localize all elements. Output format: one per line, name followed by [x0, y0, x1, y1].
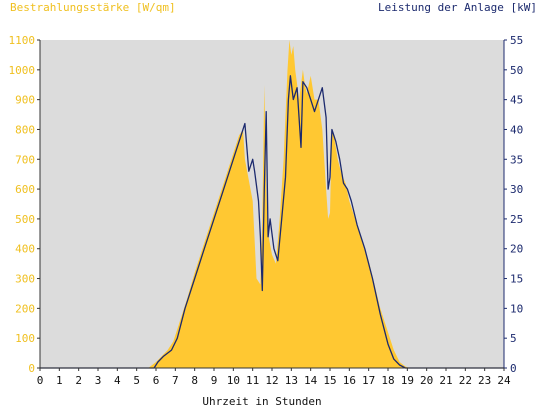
- axis-layer: 0100200300400500600700800900100011000510…: [9, 34, 524, 387]
- x-tick-label: 16: [343, 374, 356, 387]
- y-right-tick-label: 55: [510, 34, 523, 47]
- x-tick-label: 11: [246, 374, 259, 387]
- y-right-tick-label: 10: [510, 302, 523, 315]
- y-left-tick-label: 400: [15, 243, 35, 256]
- y-left-tick-label: 1100: [9, 34, 36, 47]
- y-left-tick-label: 300: [15, 273, 35, 286]
- x-tick-label: 19: [401, 374, 414, 387]
- left-axis-title: Bestrahlungsstärke [W/qm]: [10, 1, 176, 14]
- x-tick-label: 7: [172, 374, 179, 387]
- x-tick-label: 2: [75, 374, 82, 387]
- y-left-tick-label: 800: [15, 123, 35, 136]
- y-right-tick-label: 40: [510, 123, 523, 136]
- x-axis-label: Uhrzeit in Stunden: [202, 395, 321, 408]
- series-layer: [40, 40, 504, 369]
- x-tick-label: 6: [153, 374, 160, 387]
- x-tick-label: 5: [133, 374, 140, 387]
- x-tick-label: 23: [478, 374, 491, 387]
- y-left-tick-label: 500: [15, 213, 35, 226]
- x-tick-label: 8: [191, 374, 198, 387]
- y-right-tick-label: 15: [510, 273, 523, 286]
- x-tick-label: 9: [211, 374, 218, 387]
- y-right-tick-label: 20: [510, 243, 523, 256]
- y-right-tick-label: 5: [510, 332, 517, 345]
- x-tick-label: 17: [362, 374, 375, 387]
- y-right-tick-label: 0: [510, 362, 517, 375]
- x-tick-label: 1: [56, 374, 63, 387]
- y-right-tick-label: 25: [510, 213, 523, 226]
- y-right-tick-label: 45: [510, 94, 523, 107]
- y-left-tick-label: 900: [15, 94, 35, 107]
- y-right-tick-label: 35: [510, 153, 523, 166]
- x-tick-label: 4: [114, 374, 121, 387]
- x-tick-label: 24: [497, 374, 511, 387]
- x-tick-label: 20: [420, 374, 433, 387]
- x-tick-label: 13: [285, 374, 298, 387]
- x-tick-label: 18: [381, 374, 394, 387]
- power-line: [40, 75, 504, 369]
- y-right-tick-label: 50: [510, 64, 523, 77]
- x-tick-label: 12: [265, 374, 278, 387]
- x-tick-label: 10: [227, 374, 240, 387]
- irradiance-area: [40, 40, 504, 368]
- right-axis-title: Leistung der Anlage [kW]: [378, 1, 537, 14]
- y-left-tick-label: 1000: [9, 64, 36, 77]
- x-tick-label: 22: [459, 374, 472, 387]
- y-left-tick-label: 100: [15, 332, 35, 345]
- y-left-tick-label: 600: [15, 183, 35, 196]
- x-tick-label: 14: [304, 374, 318, 387]
- x-tick-label: 21: [439, 374, 452, 387]
- x-tick-label: 0: [37, 374, 44, 387]
- y-left-tick-label: 0: [28, 362, 35, 375]
- y-left-tick-label: 700: [15, 153, 35, 166]
- y-right-tick-label: 30: [510, 183, 523, 196]
- x-tick-label: 3: [95, 374, 102, 387]
- y-left-tick-label: 200: [15, 302, 35, 315]
- x-tick-label: 15: [323, 374, 336, 387]
